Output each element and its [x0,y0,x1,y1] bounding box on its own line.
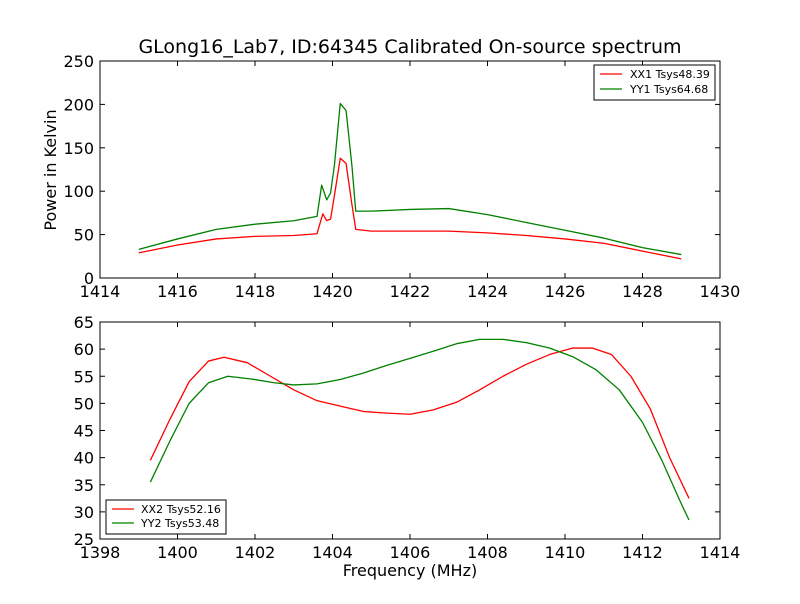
bottom-y-tick-label: 40 [74,449,94,468]
bottom-y-tick-label: 55 [74,367,94,386]
bottom-y-tick-label: 25 [74,530,94,549]
bottom-legend: XX2 Tsys52.16 YY2 Tsys53.48 [105,499,227,535]
bottom-y-tick-label: 50 [74,394,94,413]
bottom-x-tick-label: 1398 [80,543,121,562]
bottom-x-tick-label: 1410 [545,543,586,562]
top-y-tick-label: 100 [63,182,94,201]
bottom-x-tick-label: 1402 [235,543,276,562]
top-legend: XX1 Tsys48.39 YY1 Tsys64.68 [593,64,716,101]
bottom-series-line-0 [149,347,690,499]
top-spectrum-panel: Power in Kelvin 1414 1416 1418 1420 1422 1424… [41,52,740,301]
top-y-tick-label: 250 [63,52,94,71]
bottom-x-tick-label: 1414 [700,543,741,562]
bottom-spectrum-panel: Frequency (MHz) 1398 1400 1402 1404 1406 1408… [74,313,741,580]
bottom-legend-box [105,499,227,535]
bottom-y-tick-label: 45 [74,422,94,441]
bottom-legend-label-xx2: XX2 Tsys52.16 [141,503,221,516]
top-y-tick-label: 50 [74,226,94,245]
top-x-tick-label: 1414 [80,282,121,301]
bottom-x-axis-label: Frequency (MHz) [343,561,477,580]
top-y-tick-label: 150 [63,139,94,158]
top-x-tick-label: 1422 [390,282,431,301]
top-series-line-0 [138,157,682,260]
top-x-tick-label: 1430 [700,282,741,301]
top-legend-label-xx1: XX1 Tsys48.39 [630,68,710,81]
top-y-tick-label: 200 [63,95,94,114]
bottom-x-tick-label: 1412 [622,543,663,562]
top-x-tick-label: 1424 [467,282,508,301]
top-legend-label-yy1: YY1 Tsys64.68 [629,83,708,96]
bottom-y-tick-label: 60 [74,340,94,359]
top-y-axis-label: Power in Kelvin [41,109,60,230]
bottom-tick-group: 1398 1400 1402 1404 1406 1408 1410 1412 1414 25 30… [74,313,741,562]
top-series-line-1 [138,102,682,256]
top-x-tick-label: 1420 [312,282,353,301]
top-x-tick-label: 1416 [157,282,198,301]
bottom-legend-label-yy2: YY2 Tsys53.48 [140,517,219,530]
bottom-y-tick-label: 35 [74,476,94,495]
bottom-x-tick-label: 1408 [467,543,508,562]
bottom-y-tick-label: 65 [74,313,94,332]
bottom-x-tick-label: 1404 [312,543,353,562]
top-series-group [138,102,682,260]
bottom-y-tick-label: 30 [74,503,94,522]
top-x-tick-label: 1428 [622,282,663,301]
bottom-x-tick-label: 1406 [390,543,431,562]
figure-title: GLong16_Lab7, ID:64345 Calibrated On-sou… [138,36,681,58]
top-x-tick-label: 1426 [545,282,586,301]
bottom-series-group [149,338,690,521]
top-y-tick-label: 0 [84,269,94,288]
bottom-series-line-1 [149,338,690,521]
top-legend-box [593,64,716,101]
top-tick-group: 1414 1416 1418 1420 1422 1424 1426 1428 1430 0 50 1… [63,52,740,301]
bottom-x-tick-label: 1400 [157,543,198,562]
top-x-tick-label: 1418 [235,282,276,301]
